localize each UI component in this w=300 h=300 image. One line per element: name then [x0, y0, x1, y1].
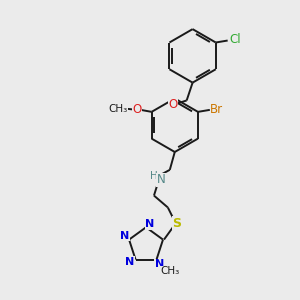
Text: N: N — [125, 256, 134, 266]
Text: Cl: Cl — [230, 33, 242, 46]
Text: O: O — [168, 98, 177, 111]
Text: CH₃: CH₃ — [161, 266, 180, 276]
Text: O: O — [132, 103, 141, 116]
Text: H: H — [150, 171, 158, 181]
Text: N: N — [121, 231, 130, 241]
Text: CH₃: CH₃ — [108, 104, 128, 114]
Text: N: N — [146, 219, 154, 229]
Text: N: N — [155, 260, 164, 269]
Text: S: S — [172, 217, 181, 230]
Text: N: N — [157, 173, 165, 186]
Text: Br: Br — [210, 103, 223, 116]
